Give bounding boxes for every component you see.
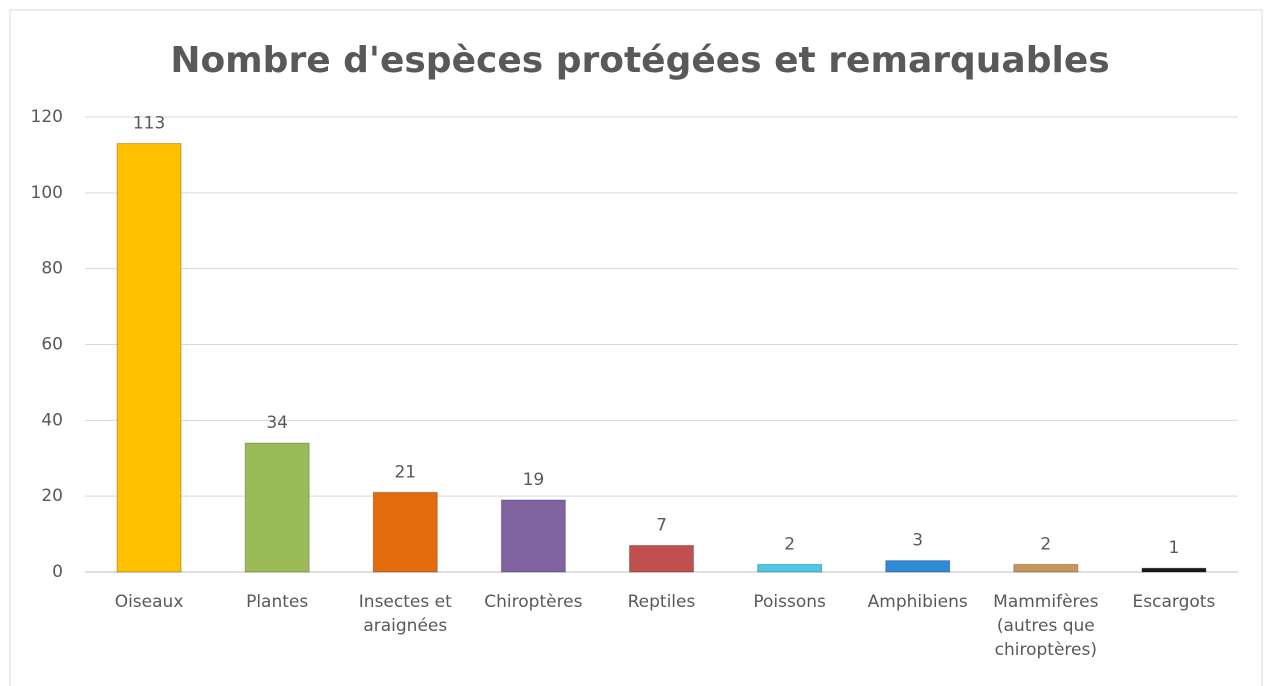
data-label: 113 bbox=[133, 114, 165, 134]
bar bbox=[372, 491, 438, 573]
bar bbox=[629, 544, 694, 573]
x-tick-label: Amphibiens bbox=[867, 592, 968, 612]
y-tick-label: 60 bbox=[41, 335, 63, 355]
data-label: 34 bbox=[266, 413, 288, 433]
x-tick-label: Chiroptères bbox=[484, 592, 583, 612]
x-tick-label-box: Mammifères (autres que chiroptères) bbox=[993, 592, 1099, 660]
y-tick-label: 100 bbox=[31, 183, 63, 203]
y-tick-label: 120 bbox=[31, 107, 63, 127]
bar bbox=[757, 563, 823, 573]
bar bbox=[885, 560, 951, 573]
x-tick-label-box: Chiroptères bbox=[484, 592, 583, 612]
x-tick-label-box: Escargots bbox=[1132, 592, 1216, 612]
data-label: 7 bbox=[656, 515, 667, 535]
data-label: 21 bbox=[394, 462, 416, 482]
x-tick-label: Insectes et araignées bbox=[358, 592, 452, 636]
chart-border bbox=[9, 9, 1263, 686]
bar bbox=[244, 442, 310, 573]
y-tick-label: 40 bbox=[41, 410, 63, 430]
x-tick-label: Mammifères (autres que chiroptères) bbox=[993, 592, 1099, 660]
x-tick-label: Poissons bbox=[753, 592, 826, 612]
y-tick-label: 0 bbox=[52, 562, 63, 582]
x-tick-label-box: Plantes bbox=[246, 592, 309, 612]
data-label: 1 bbox=[1169, 538, 1180, 558]
x-tick-label-box: Oiseaux bbox=[114, 592, 184, 612]
x-tick-label-box: Poissons bbox=[753, 592, 826, 612]
x-tick-label-box: Amphibiens bbox=[867, 592, 968, 612]
data-label: 19 bbox=[523, 470, 545, 490]
y-tick-label: 20 bbox=[41, 486, 63, 506]
chart-title: Nombre d'espèces protégées et remarquabl… bbox=[170, 40, 1109, 81]
x-tick-label-box: Reptiles bbox=[627, 592, 696, 612]
x-tick-label: Reptiles bbox=[627, 592, 696, 612]
x-tick-label: Oiseaux bbox=[114, 592, 184, 612]
y-tick-label: 80 bbox=[41, 259, 63, 279]
data-label: 2 bbox=[784, 534, 795, 554]
bar bbox=[1013, 563, 1079, 573]
bar bbox=[1141, 567, 1207, 573]
data-label: 2 bbox=[1040, 534, 1051, 554]
x-tick-label-box: Insectes et araignées bbox=[358, 592, 452, 636]
bar bbox=[500, 499, 566, 573]
bar bbox=[116, 143, 182, 573]
data-label: 3 bbox=[912, 531, 923, 551]
x-tick-label: Plantes bbox=[246, 592, 309, 612]
x-tick-label: Escargots bbox=[1132, 592, 1216, 612]
